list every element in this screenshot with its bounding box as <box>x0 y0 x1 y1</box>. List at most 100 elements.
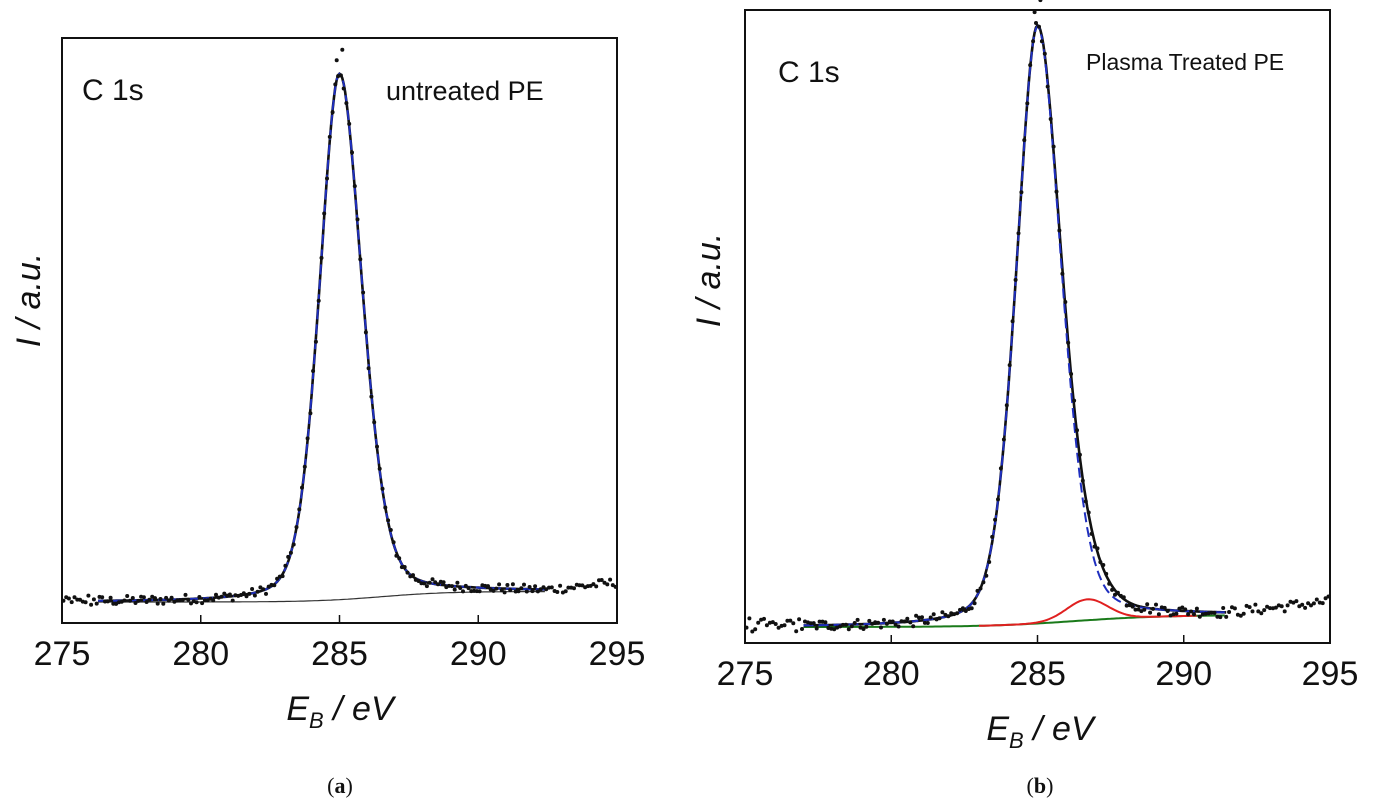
data-point <box>463 583 468 588</box>
x-tick-label: 275 <box>34 635 91 673</box>
data-point <box>791 621 796 626</box>
data-point <box>430 577 435 582</box>
x-tick-label: 285 <box>1009 655 1066 693</box>
data-point <box>580 583 585 588</box>
data-point <box>313 339 318 344</box>
data-point <box>773 622 778 626</box>
x-ticks-a: 275 280 285 290 295 <box>34 615 645 673</box>
data-point <box>69 600 74 605</box>
data-point <box>1007 363 1012 368</box>
data-point <box>1028 63 1033 68</box>
data-point <box>814 626 819 631</box>
data-point <box>1066 340 1071 345</box>
data-point <box>811 621 816 626</box>
data-point <box>963 609 968 613</box>
data-point <box>800 627 804 631</box>
data-point <box>937 616 942 621</box>
data-point <box>275 576 280 581</box>
data-point <box>158 597 163 601</box>
data-point <box>1300 602 1305 607</box>
data-point <box>94 601 99 606</box>
x-tick-label: 295 <box>1302 655 1359 693</box>
data-point <box>122 598 127 603</box>
data-point <box>1051 144 1056 149</box>
data-point <box>128 598 132 603</box>
data-point <box>334 58 339 63</box>
plot-frame-a <box>61 37 618 624</box>
data-point <box>341 86 346 91</box>
data-point <box>288 550 293 555</box>
data-point <box>1075 428 1079 433</box>
data-point <box>1192 612 1196 617</box>
data-point <box>1038 0 1043 3</box>
data-point <box>1110 587 1115 592</box>
data-point <box>344 101 349 106</box>
data-point <box>1247 605 1252 610</box>
data-point <box>887 619 892 624</box>
data-point <box>372 420 377 425</box>
data-point <box>1162 605 1167 610</box>
data-point <box>352 184 357 189</box>
data-point <box>155 601 160 606</box>
data-point <box>925 621 930 625</box>
data-point <box>1238 613 1243 618</box>
data-point <box>363 330 368 335</box>
data-point <box>130 596 135 600</box>
data-point <box>1218 615 1223 620</box>
data-point <box>369 394 374 399</box>
data-point <box>180 598 185 602</box>
data-point <box>1256 609 1261 614</box>
data-point <box>776 625 781 630</box>
data-point <box>756 620 761 625</box>
data-point <box>519 586 524 591</box>
data-point <box>297 507 302 512</box>
data-point <box>347 121 352 126</box>
data-point <box>993 517 998 522</box>
data-point <box>230 598 235 603</box>
data-point <box>946 614 951 619</box>
data-point <box>870 621 875 626</box>
envelope-fit-line <box>98 71 547 603</box>
data-point <box>1130 604 1135 609</box>
data-point <box>214 592 218 597</box>
data-point <box>858 625 863 630</box>
data-point <box>250 587 255 591</box>
data-point <box>458 586 463 590</box>
data-point <box>136 598 141 603</box>
data-point <box>744 625 749 630</box>
data-point <box>361 290 366 295</box>
data-point <box>436 582 440 587</box>
data-point <box>91 597 96 602</box>
data-point <box>975 588 980 593</box>
data-point <box>416 579 421 583</box>
data-point <box>424 584 429 589</box>
data-point <box>566 585 571 590</box>
data-point <box>388 528 393 532</box>
data-point <box>386 518 391 523</box>
x-tick-label: 275 <box>717 655 774 693</box>
data-point <box>558 583 563 588</box>
data-point <box>427 580 432 585</box>
caption-b: (b) <box>1027 773 1054 798</box>
data-point <box>846 627 851 632</box>
data-point <box>1279 604 1284 609</box>
data-point <box>261 587 266 592</box>
data-point <box>147 597 152 602</box>
data-point <box>508 588 513 593</box>
data-point <box>1232 606 1237 611</box>
data-point <box>920 615 924 620</box>
data-point <box>1151 606 1155 611</box>
element-label-b: C 1s <box>778 56 840 89</box>
data-point <box>380 486 385 491</box>
data-point <box>524 589 529 594</box>
data-point <box>899 619 904 624</box>
data-point <box>549 585 554 590</box>
data-point <box>302 464 307 469</box>
data-point <box>987 560 992 564</box>
x-tick-label: 290 <box>450 635 507 673</box>
data-point <box>1285 603 1290 608</box>
data-point <box>1323 596 1328 601</box>
data-point <box>879 625 883 630</box>
data-point <box>1174 611 1179 616</box>
